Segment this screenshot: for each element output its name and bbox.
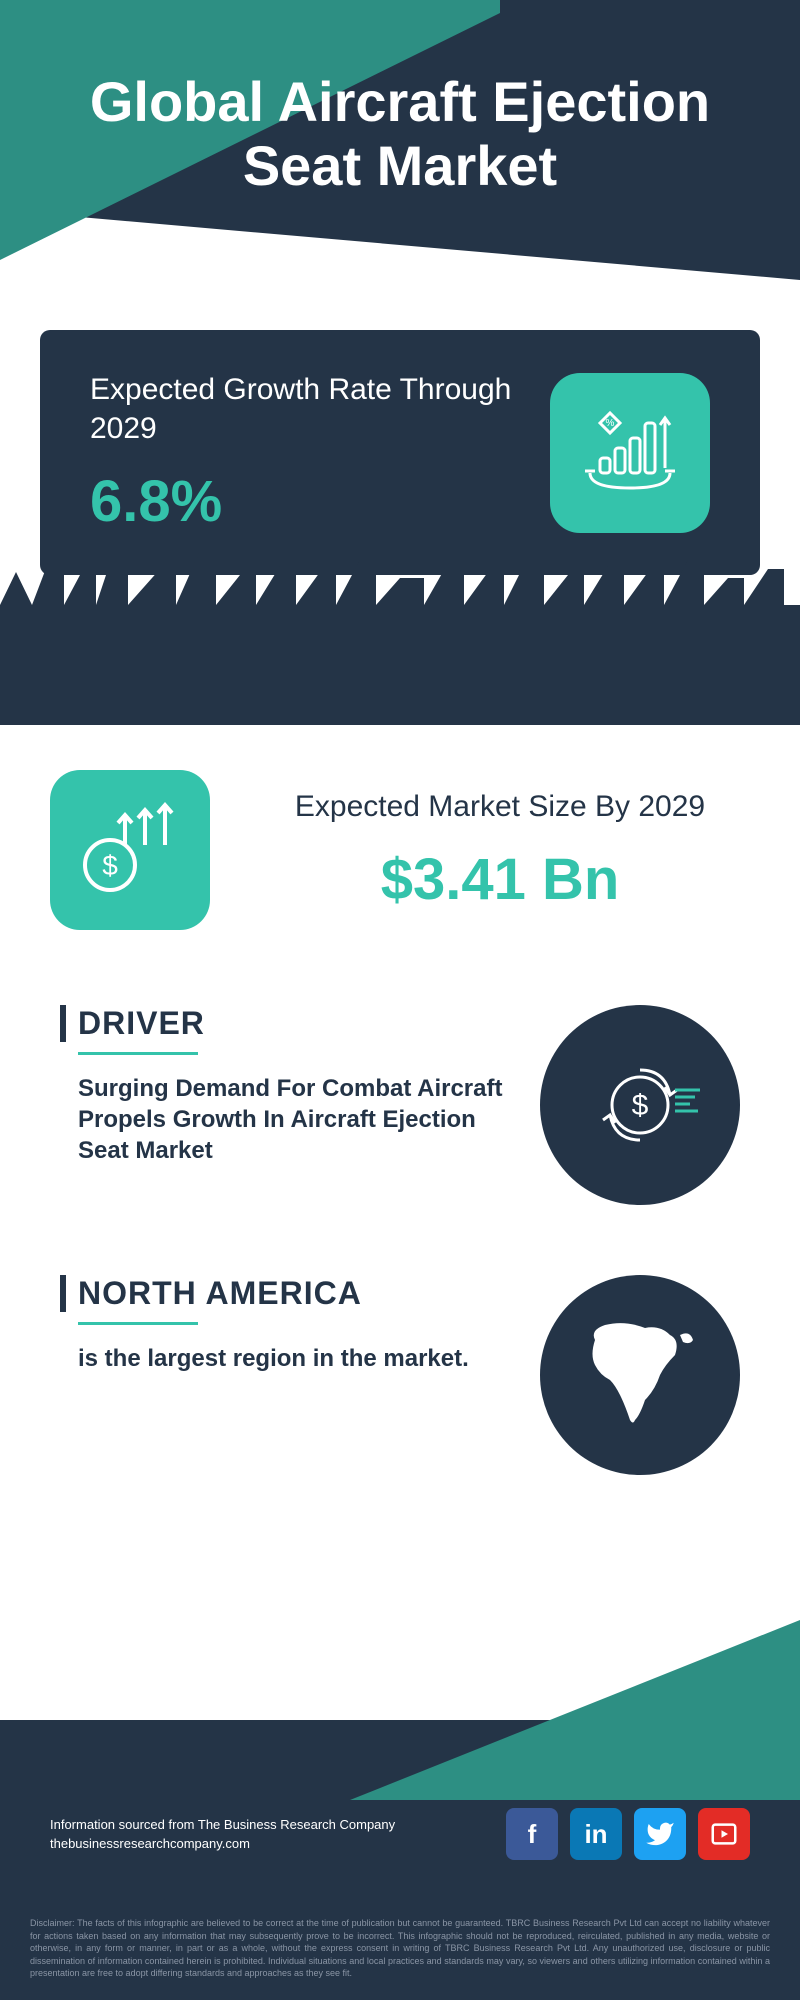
main-title: Global Aircraft Ejection Seat Market: [0, 70, 800, 199]
source-line1: Information sourced from The Business Re…: [50, 1815, 395, 1835]
twitter-icon[interactable]: [634, 1808, 686, 1860]
driver-text: DRIVER Surging Demand For Combat Aircraf…: [60, 1005, 510, 1167]
region-block: NORTH AMERICA is the largest region in t…: [0, 1255, 800, 1495]
region-heading: NORTH AMERICA: [60, 1275, 510, 1312]
north-america-map-icon: [540, 1275, 740, 1475]
social-icons: f in: [506, 1808, 750, 1860]
region-underline: [78, 1322, 198, 1325]
header: Global Aircraft Ejection Seat Market: [0, 0, 800, 320]
svg-text:$: $: [102, 850, 118, 881]
region-text: NORTH AMERICA is the largest region in t…: [60, 1275, 510, 1374]
growth-label: Expected Growth Rate Through 2029: [90, 370, 550, 448]
footer-accent-shape: [350, 1620, 800, 1800]
market-size-section: $ Expected Market Size By 2029 $3.41 Bn: [0, 725, 800, 985]
driver-body: Surging Demand For Combat Aircraft Prope…: [78, 1073, 510, 1167]
market-size-text: Expected Market Size By 2029 $3.41 Bn: [250, 787, 750, 913]
driver-block: DRIVER Surging Demand For Combat Aircraf…: [0, 985, 800, 1225]
growth-rate-card: Expected Growth Rate Through 2029 6.8% %: [40, 330, 760, 575]
region-body: is the largest region in the market.: [78, 1343, 510, 1374]
market-size-label: Expected Market Size By 2029: [250, 787, 750, 826]
growth-text: Expected Growth Rate Through 2029 6.8%: [90, 370, 550, 535]
market-size-value: $3.41 Bn: [250, 846, 750, 913]
footer: Information sourced from The Business Re…: [0, 1720, 800, 2000]
dollar-cycle-icon: $: [540, 1005, 740, 1205]
driver-underline: [78, 1052, 198, 1055]
growth-value: 6.8%: [90, 468, 550, 535]
youtube-icon[interactable]: [698, 1808, 750, 1860]
skyline-divider: [0, 605, 800, 725]
footer-content: Information sourced from The Business Re…: [50, 1808, 750, 1860]
source-text: Information sourced from The Business Re…: [50, 1815, 395, 1854]
svg-text:%: %: [606, 418, 615, 429]
driver-heading: DRIVER: [60, 1005, 510, 1042]
linkedin-icon[interactable]: in: [570, 1808, 622, 1860]
facebook-icon[interactable]: f: [506, 1808, 558, 1860]
source-line2: thebusinessresearchcompany.com: [50, 1834, 395, 1854]
dollar-growth-icon: $: [50, 770, 210, 930]
growth-chart-icon: %: [550, 373, 710, 533]
disclaimer-text: Disclaimer: The facts of this infographi…: [30, 1917, 770, 1980]
svg-text:$: $: [632, 1089, 649, 1122]
